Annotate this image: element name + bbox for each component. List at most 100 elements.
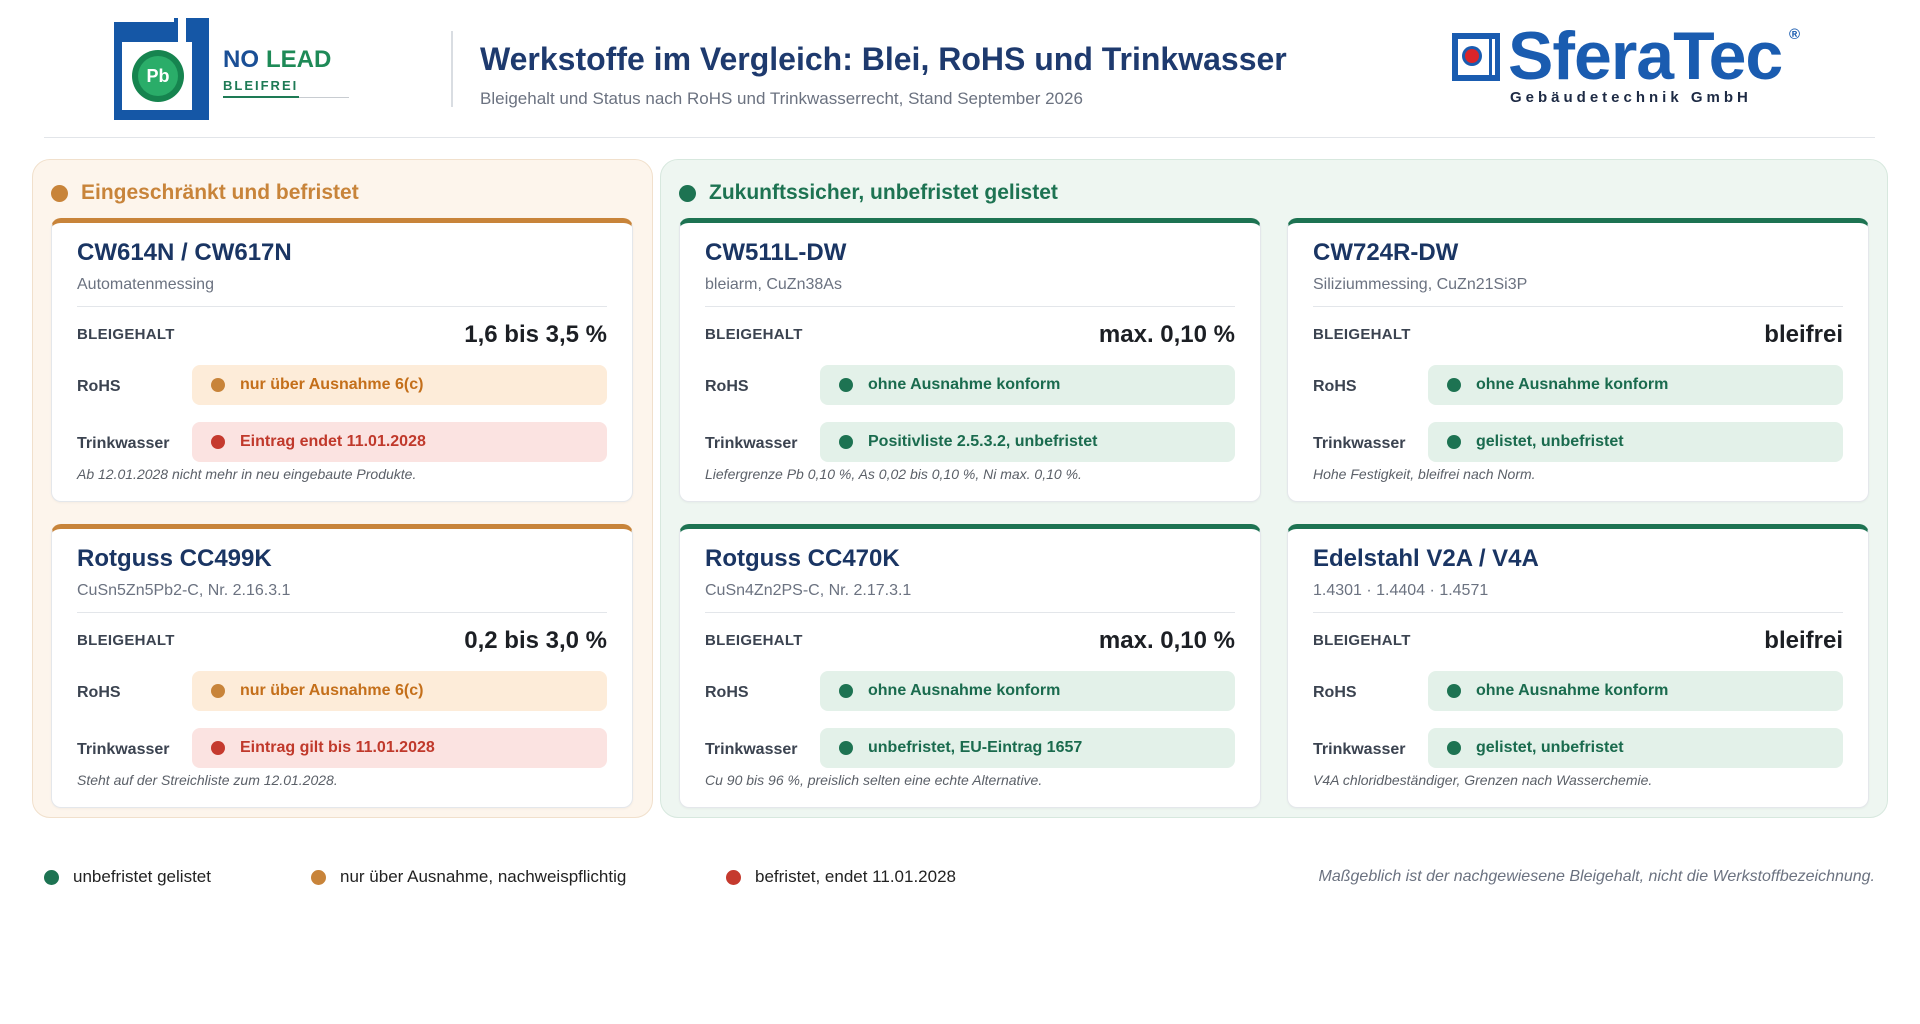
material-name: CW724R-DW [1313, 239, 1459, 266]
company-logo-tagline: Gebäudetechnik GmbH [1510, 89, 1752, 106]
lead-content-label: BLEIGEHALT [705, 326, 803, 343]
card-divider [705, 612, 1235, 613]
future-proof-panel: Zukunftssicher, unbefristet gelistet CW5… [660, 159, 1888, 818]
status-dot-icon [1447, 741, 1461, 755]
card-note: Cu 90 bis 96 %, preislich selten eine ec… [705, 772, 1043, 788]
status-dot-icon [211, 378, 225, 392]
lead-content-value: max. 0,10 % [1098, 321, 1235, 348]
drinking-water-status-text: Positivliste 2.5.3.2, unbefristet [868, 433, 1098, 450]
logo-tagline: BLEIFREI [223, 78, 299, 93]
drinking-water-status-text: Eintrag gilt bis 11.01.2028 [240, 739, 435, 756]
rohs-status-text: nur über Ausnahme 6(c) [240, 682, 424, 699]
status-dot-icon [839, 378, 853, 392]
header-rule [44, 137, 1875, 138]
drinking-water-label: Trinkwasser [1313, 741, 1406, 758]
status-dot-icon [679, 184, 696, 202]
rohs-status-badge: nur über Ausnahme 6(c) [192, 365, 607, 405]
status-dot-icon [211, 741, 225, 755]
drinking-water-label: Trinkwasser [77, 741, 170, 758]
drinking-water-status-badge: gelistet, unbefristet [1428, 422, 1843, 462]
rohs-label: RoHS [1313, 378, 1357, 395]
sferatec-logo-icon [1452, 33, 1500, 81]
panel-heading: Zukunftssicher, unbefristet gelistet [679, 180, 1058, 206]
rohs-status-badge: ohne Ausnahme konform [1428, 671, 1843, 711]
rohs-label: RoHS [705, 684, 749, 701]
material-name: Rotguss CC499K [77, 545, 272, 572]
material-card: CW511L-DW bleiarm, CuZn38As BLEIGEHALT m… [679, 218, 1261, 502]
card-divider [1313, 612, 1843, 613]
drinking-water-label: Trinkwasser [705, 741, 798, 758]
drinking-water-status-badge: gelistet, unbefristet [1428, 728, 1843, 768]
material-card: CW724R-DW Siliziummessing, CuZn21Si3P BL… [1287, 218, 1869, 502]
drinking-water-label: Trinkwasser [1313, 435, 1406, 452]
legend-label: unbefristet gelistet [73, 867, 211, 886]
page-subtitle: Bleigehalt und Status nach RoHS und Trin… [480, 89, 1083, 108]
status-dot-icon [211, 435, 225, 449]
status-dot-icon [839, 741, 853, 755]
logo-symbol: Pb [146, 66, 169, 86]
drinking-water-label: Trinkwasser [705, 435, 798, 452]
rohs-label: RoHS [77, 684, 121, 701]
company-logo-name: SferaTec [1508, 18, 1783, 94]
card-divider [77, 306, 607, 307]
rohs-status-text: ohne Ausnahme konform [868, 376, 1061, 393]
drinking-water-status-text: gelistet, unbefristet [1476, 739, 1624, 756]
rohs-status-badge: ohne Ausnahme konform [820, 365, 1235, 405]
lead-content-label: BLEIGEHALT [705, 632, 803, 649]
logo-word-no: NO [223, 46, 259, 73]
drinking-water-status-text: unbefristet, EU-Eintrag 1657 [868, 739, 1083, 756]
legend-item: nur über Ausnahme, nachweispflichtig [311, 866, 626, 888]
status-dot-icon [51, 184, 68, 202]
lead-content-value: bleifrei [1764, 627, 1843, 654]
rohs-status-text: ohne Ausnahme konform [868, 682, 1061, 699]
rohs-label: RoHS [705, 378, 749, 395]
panel-heading: Eingeschränkt und befristet [51, 180, 359, 206]
card-divider [1313, 306, 1843, 307]
lead-content-label: BLEIGEHALT [1313, 632, 1411, 649]
lead-content-value: 0,2 bis 3,0 % [464, 627, 607, 654]
material-card: Rotguss CC499K CuSn5Zn5Pb2-C, Nr. 2.16.3… [51, 524, 633, 808]
material-name: CW614N / CW617N [77, 239, 292, 266]
lead-content-label: BLEIGEHALT [1313, 326, 1411, 343]
legend-dot-icon [311, 869, 326, 885]
material-name: Rotguss CC470K [705, 545, 900, 572]
panel-heading-text: Eingeschränkt und befristet [81, 181, 359, 204]
legend-dot-icon [44, 869, 59, 885]
lead-content-label: BLEIGEHALT [77, 326, 175, 343]
status-dot-icon [211, 684, 225, 698]
legend-label: befristet, endet 11.01.2028 [755, 867, 957, 886]
footnote: Maßgeblich ist der nachgewiesene Bleigeh… [1318, 868, 1875, 885]
logo-word-lead: LEAD [266, 46, 332, 73]
rohs-status-badge: ohne Ausnahme konform [1428, 365, 1843, 405]
status-dot-icon [1447, 684, 1461, 698]
lead-content-value: bleifrei [1764, 321, 1843, 348]
lead-content-value: 1,6 bis 3,5 % [464, 321, 607, 348]
lead-content-value: max. 0,10 % [1098, 627, 1235, 654]
status-dot-icon [839, 435, 853, 449]
legend-item: befristet, endet 11.01.2028 [726, 866, 956, 888]
card-note: Ab 12.01.2028 nicht mehr in neu eingebau… [77, 466, 417, 482]
legend-dot-icon [726, 869, 741, 885]
rohs-status-text: nur über Ausnahme 6(c) [240, 376, 424, 393]
material-name: Edelstahl V2A / V4A [1313, 545, 1539, 572]
rohs-status-badge: nur über Ausnahme 6(c) [192, 671, 607, 711]
card-divider [705, 306, 1235, 307]
no-lead-wordmark: NO LEAD [223, 46, 331, 74]
drinking-water-status-badge: Positivliste 2.5.3.2, unbefristet [820, 422, 1235, 462]
header-divider [451, 31, 453, 107]
material-card: CW614N / CW617N Automatenmessing BLEIGEH… [51, 218, 633, 502]
drinking-water-label: Trinkwasser [77, 435, 170, 452]
lead-content-label: BLEIGEHALT [77, 632, 175, 649]
drinking-water-status-text: gelistet, unbefristet [1476, 433, 1624, 450]
drinking-water-status-badge: unbefristet, EU-Eintrag 1657 [820, 728, 1235, 768]
material-designation: Automatenmessing [77, 276, 214, 293]
card-divider [77, 612, 607, 613]
status-dot-icon [839, 684, 853, 698]
drinking-water-status-badge: Eintrag gilt bis 11.01.2028 [192, 728, 607, 768]
registered-mark: ® [1789, 26, 1801, 43]
no-lead-logo: Pb [114, 18, 209, 120]
drinking-water-status-text: Eintrag endet 11.01.2028 [240, 433, 426, 450]
rohs-status-text: ohne Ausnahme konform [1476, 376, 1669, 393]
material-card: Rotguss CC470K CuSn4Zn2PS-C, Nr. 2.17.3.… [679, 524, 1261, 808]
